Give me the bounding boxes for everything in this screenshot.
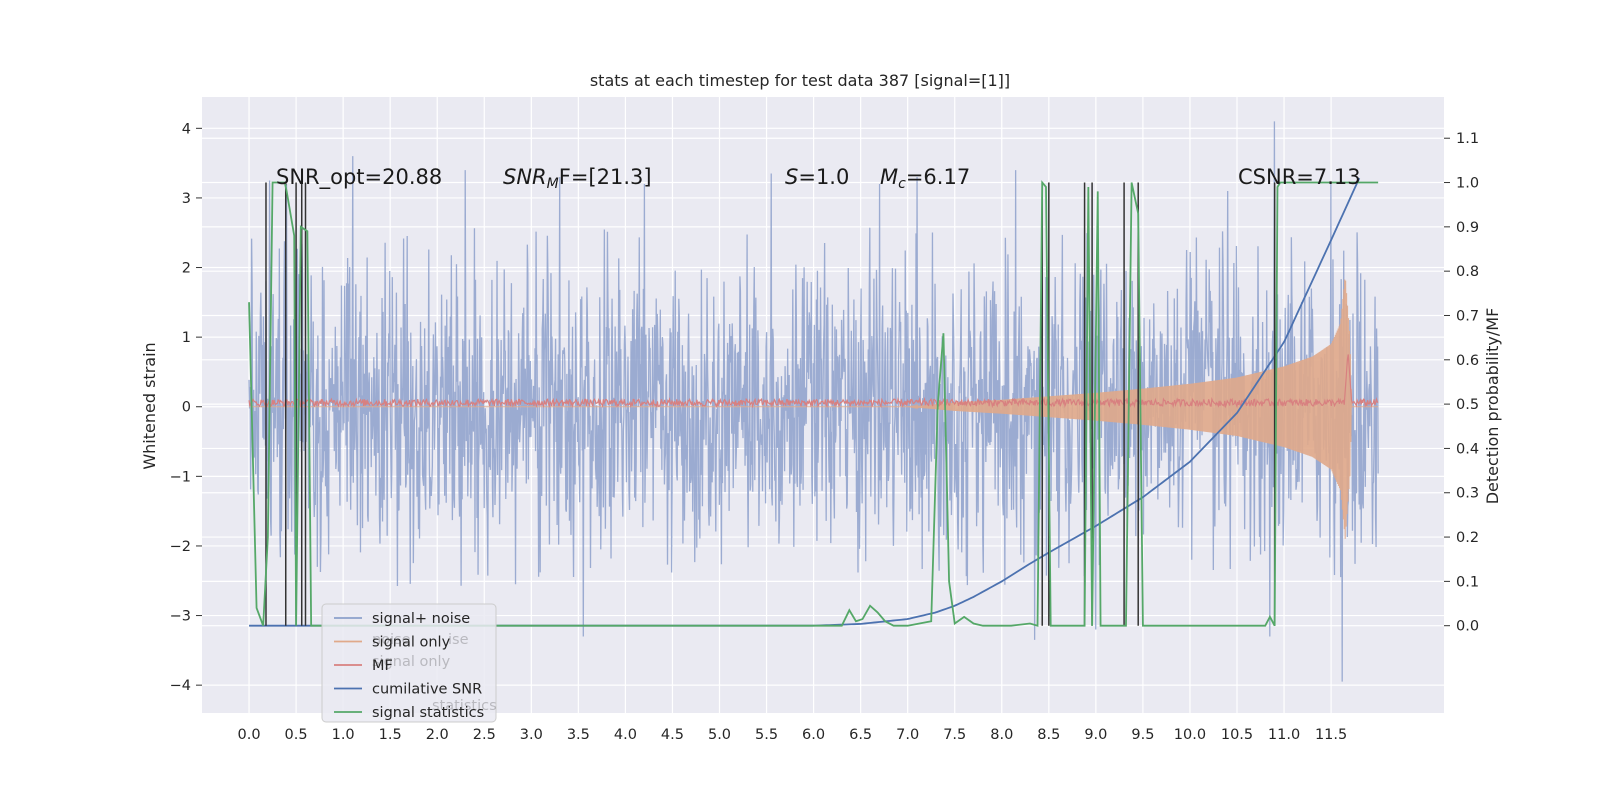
series-mf [248, 354, 1379, 409]
x-tick-label: 3.5 [567, 727, 590, 743]
y2-axis-label: Detection probability/MF [1483, 308, 1502, 505]
y2-tick-label: 0.7 [1456, 308, 1479, 324]
y2-tick-label: 0.0 [1456, 619, 1479, 635]
ticks-layer: 0.0 0.5 1.0 1.5 2.0 2.5 3.0 3.5 4.0 4.5 5.0 5.5 6.0 6… [170, 121, 1479, 743]
y-axis-label: Whitened strain [140, 342, 159, 469]
x-tick-label: 7.0 [896, 727, 919, 743]
legend-ghost-label: signal only [372, 654, 451, 670]
x-tick-label: 8.0 [990, 727, 1013, 743]
annotation-s: S=1.0 [785, 165, 849, 189]
y-tick-label: −1 [170, 469, 191, 485]
legend-label: signal only [372, 635, 451, 651]
annotation-s-symbol: S [785, 165, 798, 189]
legend-ghost-label: statistics [432, 698, 497, 714]
annotation-snr-mf: SNRMF=[21.3] [503, 165, 652, 192]
y-tick-label: −3 [170, 609, 191, 625]
series-signal-plus-noise [248, 121, 1379, 682]
y-tick-label: 4 [182, 121, 191, 137]
y-tick-label: 2 [182, 261, 191, 277]
x-tick-label: 10.0 [1174, 727, 1206, 743]
y-tick-label: −2 [170, 539, 191, 555]
legend-label: cumilative SNR [372, 682, 482, 698]
legend-frame [321, 603, 497, 723]
y-tick-label: 3 [182, 191, 191, 207]
annotation-mc: Mc=6.17 [880, 165, 970, 192]
y2-tick-label: 0.4 [1456, 441, 1479, 457]
annotation-snr-mf-value: F=[21.3] [559, 165, 652, 189]
annotation-mc-value: =6.17 [906, 165, 970, 189]
x-tick-label: 2.5 [473, 727, 496, 743]
x-tick-label: 11.0 [1268, 727, 1300, 743]
x-tick-label: 9.5 [1131, 727, 1154, 743]
annotation-snr-mf-symbol: SNR [503, 165, 547, 189]
x-tick-label: 5.0 [708, 727, 731, 743]
x-tick-label: 8.5 [1037, 727, 1060, 743]
x-tick-label: 0.5 [285, 727, 308, 743]
x-tick-label: 3.0 [520, 727, 543, 743]
y2-tick-label: 0.3 [1456, 486, 1479, 502]
annotations: SNR_opt=20.88 SNRMF=[21.3] S=1.0 Mc=6.17… [276, 165, 1361, 192]
x-tick-label: 1.5 [379, 727, 402, 743]
x-tick-label: 2.0 [426, 727, 449, 743]
annotation-mc-subscript: c [898, 176, 906, 192]
x-tick-label: 4.0 [614, 727, 637, 743]
legend-ghost-label: ise [448, 632, 469, 648]
y2-tick-label: 1.0 [1456, 176, 1479, 192]
annotation-s-value: =1.0 [798, 165, 849, 189]
legend-label: MF [372, 658, 393, 674]
y2-tick-label: 0.5 [1456, 397, 1479, 413]
annotation-snr-opt: SNR_opt=20.88 [276, 165, 442, 190]
annotation-mc-symbol: M [880, 165, 898, 189]
y-tick-label: 1 [182, 330, 191, 346]
series-signal-statistics [248, 180, 1379, 627]
y-tick-label: −4 [170, 678, 191, 694]
x-tick-label: 5.5 [755, 727, 778, 743]
annotation-snr-mf-subscript: M [547, 176, 559, 192]
y-tick-label: 0 [182, 400, 191, 416]
series-signal-only [249, 279, 1379, 539]
x-tick-label: 9.0 [1084, 727, 1107, 743]
annotation-csnr: CSNR=7.13 [1238, 165, 1361, 189]
x-tick-label: 6.0 [802, 727, 825, 743]
x-tick-label: 7.5 [943, 727, 966, 743]
legend-label: signal statistics [372, 705, 484, 721]
x-tick-label: 1.0 [332, 727, 355, 743]
y2-tick-label: 0.1 [1456, 574, 1479, 590]
x-tick-label: 11.5 [1315, 727, 1347, 743]
x-tick-label: 10.5 [1221, 727, 1253, 743]
x-tick-label: 6.5 [849, 727, 872, 743]
y2-tick-label: 0.8 [1456, 264, 1479, 280]
y2-tick-label: 0.2 [1456, 530, 1479, 546]
x-tick-label: 0.0 [238, 727, 261, 743]
x-tick-label: 4.5 [661, 727, 684, 743]
legend-ghost-label: noise [372, 632, 411, 648]
legend-label: signal+ noise [372, 611, 470, 627]
y2-tick-label: 0.9 [1456, 220, 1479, 236]
y2-tick-label: 0.6 [1456, 353, 1479, 369]
chart-title: stats at each timestep for test data 387… [590, 71, 1010, 90]
y2-tick-label: 1.1 [1456, 131, 1479, 147]
